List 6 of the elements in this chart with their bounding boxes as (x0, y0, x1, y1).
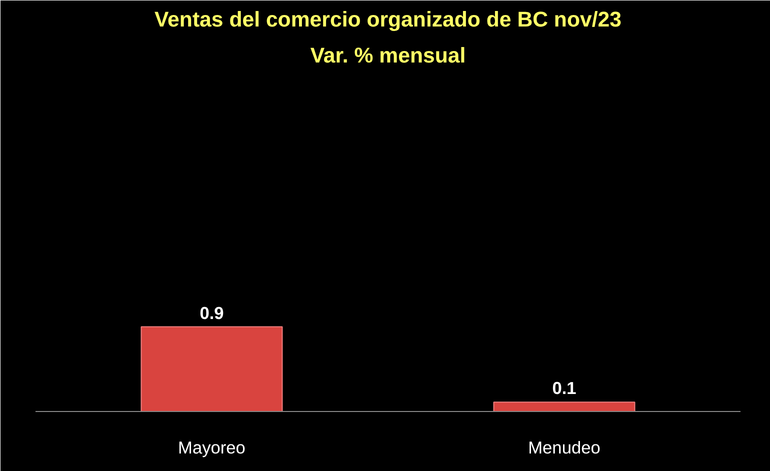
data-label: 0.1 (552, 378, 577, 398)
chart-title: Ventas del comercio organizado de BC nov/23 (154, 8, 622, 32)
data-label: 0.9 (200, 302, 224, 323)
chart-subtitle: Var. % mensual (310, 44, 466, 68)
x-tick-label: Mayoreo (178, 438, 246, 458)
x-tick-label: Menudeo (528, 438, 600, 458)
